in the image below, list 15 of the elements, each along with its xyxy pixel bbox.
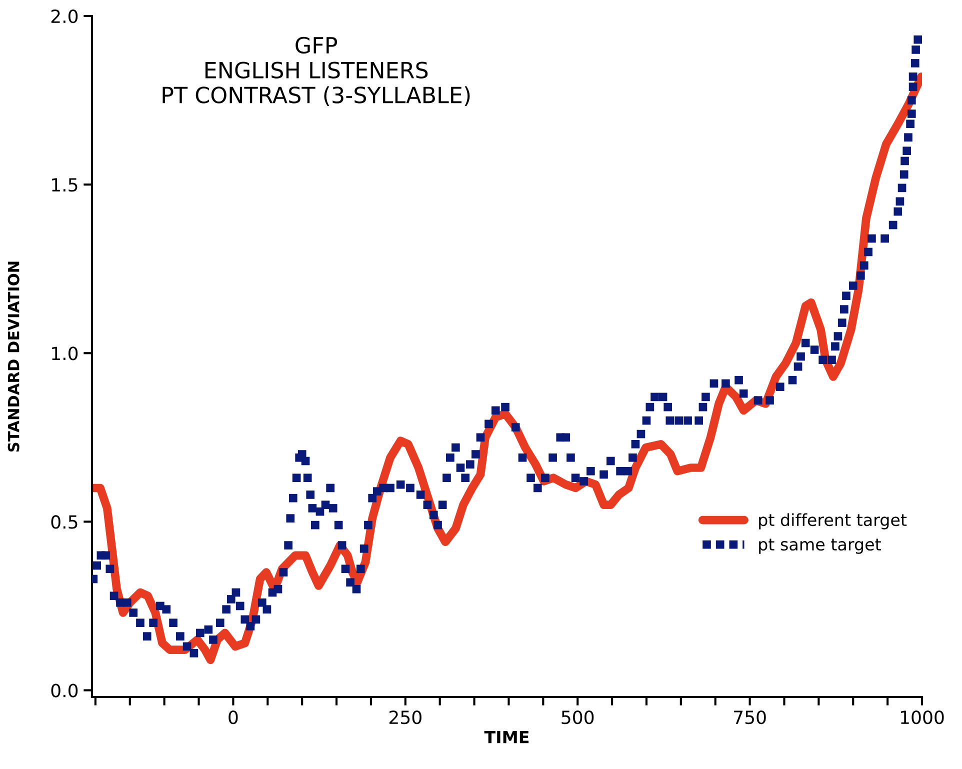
legend-label: pt same target [759,538,881,554]
x-tick-label: 0 [228,710,238,724]
y-tick-label: 0.5 [51,515,78,529]
y-tick-label: 1.0 [52,346,78,360]
x-tick-label: 250 [389,710,422,724]
y-tick-label: 0.0 [51,684,78,698]
y-tick-label: 2.0 [51,9,78,24]
x-tick-label: 500 [562,710,594,724]
text: GFP ENGLISH LISTENERS PT CONTRAST (3-SYLLABLE) [162,36,470,106]
x-axis-title: TIME [484,730,529,744]
y-axis-title: STANDARD DEVIATION [8,262,20,452]
y-tick-label: 1.5 [52,178,78,192]
x-tick-label: 750 [734,710,766,724]
legend-label: pt different target [759,513,907,530]
x-tick-label: 1000 [901,710,944,724]
